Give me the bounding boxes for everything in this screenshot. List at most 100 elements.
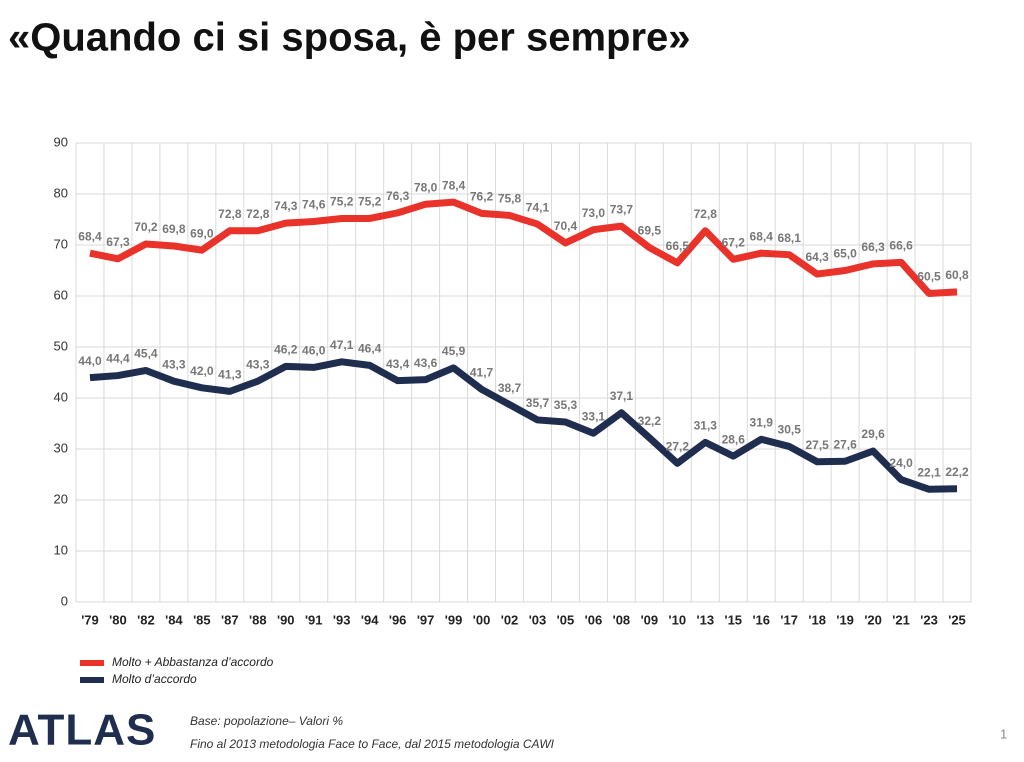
x-tick-label: '88	[249, 612, 267, 627]
x-tick-label: '25	[948, 612, 966, 627]
y-tick-label: 40	[54, 389, 68, 404]
x-tick-label: '19	[836, 612, 854, 627]
value-label: 64,3	[805, 250, 829, 264]
value-label: 46,4	[358, 342, 382, 356]
value-label: 72,8	[246, 207, 270, 221]
footer-note: Base: popolazione– Valori %	[190, 714, 343, 728]
value-label: 60,5	[917, 270, 941, 284]
x-tick-label: '94	[361, 612, 379, 627]
value-label: 60,8	[945, 268, 969, 282]
value-label: 44,0	[78, 354, 102, 368]
value-label: 70,2	[134, 220, 158, 234]
x-tick-label: '80	[109, 612, 127, 627]
value-label: 43,4	[386, 357, 410, 371]
value-label: 29,6	[861, 427, 885, 441]
y-tick-label: 90	[54, 134, 68, 149]
value-label: 78,0	[414, 180, 438, 194]
x-tick-label: '85	[193, 612, 211, 627]
plot: 0 10 20 30 40 50 60 70 80 90 '79 '80 '82 '84 '85 '87 '88…	[54, 134, 972, 627]
value-label: 69,5	[638, 224, 662, 238]
value-label: 31,3	[694, 419, 718, 433]
x-tick-label: '06	[585, 612, 603, 627]
x-tick-label: '96	[389, 612, 407, 627]
value-label: 22,1	[917, 465, 941, 479]
x-tick-label: '91	[305, 612, 323, 627]
value-label: 22,2	[945, 465, 969, 479]
value-label: 66,3	[861, 240, 885, 254]
value-label: 70,4	[554, 219, 578, 233]
value-label: 27,6	[833, 437, 857, 451]
x-tick-label: '99	[445, 612, 463, 627]
y-tick-label: 70	[54, 236, 68, 251]
value-label: 66,6	[889, 239, 913, 253]
x-tick-label: '02	[501, 612, 519, 627]
value-label: 69,0	[190, 226, 214, 240]
value-label: 43,3	[246, 357, 270, 371]
value-label: 35,3	[554, 398, 578, 412]
value-label: 38,7	[498, 381, 522, 395]
value-label: 75,2	[358, 195, 382, 209]
x-tick-label: '21	[892, 612, 910, 627]
value-label: 74,6	[302, 198, 326, 212]
x-tick-label: '13	[697, 612, 715, 627]
x-tick-label: '93	[333, 612, 351, 627]
x-tick-label: '17	[780, 612, 798, 627]
footer-note: Fino al 2013 metodologia Face to Face, d…	[190, 737, 555, 751]
value-label: 37,1	[610, 389, 634, 403]
x-tick-label: '84	[165, 612, 183, 627]
x-tick-label: '09	[641, 612, 659, 627]
x-tick-label: '18	[808, 612, 826, 627]
value-label: 46,2	[274, 343, 298, 357]
value-label: 27,5	[805, 438, 829, 452]
x-tick-label: '82	[137, 612, 155, 627]
x-tick-label: '97	[417, 612, 435, 627]
value-label: 72,8	[694, 207, 718, 221]
y-tick-label: 10	[54, 542, 68, 557]
value-label: 45,9	[442, 344, 466, 358]
value-label: 44,4	[106, 352, 130, 366]
value-label: 74,3	[274, 199, 298, 213]
x-tick-label: '16	[752, 612, 770, 627]
x-tick-label: '08	[613, 612, 631, 627]
value-label: 42,0	[190, 364, 214, 378]
x-tick-label: '05	[557, 612, 575, 627]
value-label: 43,6	[414, 356, 438, 370]
value-label: 78,4	[442, 178, 466, 192]
value-label: 67,3	[106, 235, 130, 249]
value-label: 33,1	[582, 409, 606, 423]
y-tick-label: 80	[54, 185, 68, 200]
chart-title: «Quando ci si sposa, è per sempre»	[8, 16, 691, 60]
value-label: 66,5	[666, 239, 690, 253]
value-label: 28,6	[722, 432, 746, 446]
value-label: 76,2	[470, 190, 494, 204]
x-tick-label: '23	[920, 612, 938, 627]
value-label: 46,0	[302, 344, 326, 358]
logo: ATLAS	[8, 706, 156, 755]
page-number: 1	[1000, 726, 1007, 741]
x-tick-label: '10	[669, 612, 687, 627]
value-label: 47,1	[330, 338, 354, 352]
x-tick-label: '90	[277, 612, 295, 627]
x-tick-label: '79	[81, 612, 99, 627]
x-tick-label: '15	[724, 612, 742, 627]
value-label: 69,8	[162, 222, 186, 236]
x-tick-label: '87	[221, 612, 239, 627]
y-tick-label: 20	[54, 491, 68, 506]
value-label: 30,5	[778, 423, 802, 437]
value-label: 72,8	[218, 207, 242, 221]
value-label: 32,2	[638, 414, 662, 428]
value-label: 68,4	[750, 229, 774, 243]
x-tick-label: '20	[864, 612, 882, 627]
y-tick-label: 30	[54, 440, 68, 455]
value-label: 68,4	[78, 229, 102, 243]
y-tick-label: 0	[61, 593, 68, 608]
value-label: 31,9	[750, 415, 774, 429]
value-label: 27,2	[666, 439, 690, 453]
y-tick-label: 50	[54, 338, 68, 353]
legend-label: Molto + Abbastanza d’accordo	[112, 655, 274, 669]
legend-label: Molto d’accordo	[112, 672, 197, 686]
value-label: 73,7	[610, 202, 634, 216]
value-label: 41,7	[470, 366, 494, 380]
value-label: 35,7	[526, 396, 550, 410]
